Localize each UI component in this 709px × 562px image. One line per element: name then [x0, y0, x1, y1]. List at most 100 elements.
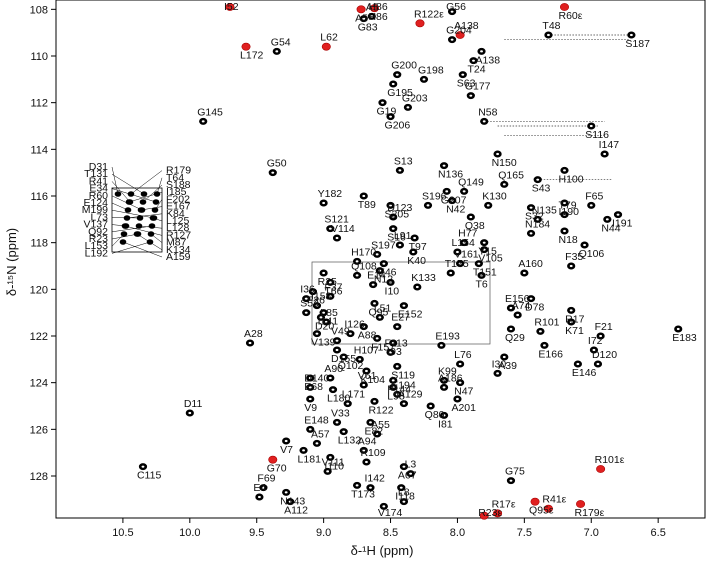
peak-center	[539, 330, 542, 333]
peak-center	[322, 271, 326, 275]
peak-center	[391, 341, 395, 345]
peak-center	[442, 164, 446, 167]
peak-label: G50	[267, 158, 287, 170]
peak-center	[472, 59, 475, 62]
peak-label: A201	[451, 402, 476, 414]
inset-peak-label: L128	[166, 222, 190, 234]
peak-label: I118	[395, 491, 415, 503]
peak-label: S197	[371, 239, 396, 251]
inset-leader-line	[111, 233, 125, 247]
peak-center	[284, 491, 288, 494]
peak-center	[362, 383, 366, 387]
peak-center	[480, 50, 483, 53]
peak-center	[616, 213, 620, 216]
peak-label: A67	[398, 470, 417, 482]
inset-peak-label: I185	[166, 186, 187, 198]
peak-label: L132	[338, 435, 362, 447]
peak-label: F35	[565, 251, 583, 263]
x-tick-label: 8.0	[450, 527, 465, 539]
peak-center	[462, 241, 466, 244]
x-tick-label: 9.5	[249, 527, 264, 539]
x-tick-label: 7.0	[584, 527, 599, 539]
peak-label: A74	[512, 300, 531, 312]
peak-label: Q38	[465, 220, 485, 232]
peak-label: F26	[307, 295, 325, 307]
peak-label: T6	[476, 278, 488, 290]
peak-label: A39	[498, 360, 517, 372]
red-peak	[369, 4, 379, 13]
peak-label: F113	[385, 337, 408, 349]
peak-center	[676, 327, 680, 331]
peak-label: G75	[505, 466, 525, 478]
peak-center	[502, 355, 506, 359]
peak-center	[449, 271, 453, 275]
peak-label: R60ε	[558, 10, 582, 22]
peak-center	[439, 344, 443, 347]
peak-center	[355, 274, 359, 277]
inset-peak-label: E167	[166, 201, 191, 213]
peak-center	[480, 274, 483, 277]
peak-label: I30	[492, 358, 507, 370]
peak-label: E146	[572, 367, 597, 379]
inset-leader-line	[111, 181, 131, 203]
peak-center	[462, 190, 466, 193]
peak-center	[516, 313, 520, 317]
peak-label: L181	[298, 453, 322, 465]
red-peak	[321, 42, 331, 51]
peak-label: R41ε	[542, 494, 566, 506]
peak-label: T24	[468, 64, 486, 76]
peak-center	[482, 241, 486, 244]
inset-leader-line	[111, 225, 153, 233]
peak-label: I72	[588, 335, 603, 347]
peak-center	[450, 10, 454, 13]
peak-label: N136	[438, 169, 463, 181]
peak-label: E194	[391, 379, 416, 391]
peak-label: K130	[482, 190, 507, 202]
inset-peak-label: V137	[83, 219, 108, 231]
peak-center	[605, 218, 609, 221]
inset-peak-label: K134	[166, 244, 191, 256]
inset-peak-label: L153	[85, 240, 109, 252]
peak-label: S187	[625, 38, 650, 50]
peak-center	[302, 449, 305, 452]
peak-center	[355, 260, 359, 263]
x-tick-label: 9.0	[316, 527, 331, 539]
x-tick-label: 8.5	[383, 527, 398, 539]
peak-center	[569, 309, 573, 312]
peak-center	[378, 269, 382, 272]
peak-label: S205	[385, 208, 410, 220]
peak-label: R101	[534, 316, 559, 328]
peak-center	[398, 243, 402, 247]
peak-center	[328, 376, 332, 380]
inset-leader-line	[111, 217, 141, 219]
peak-center	[308, 386, 312, 389]
peak-center	[348, 332, 352, 335]
y-tick-label: 124	[30, 378, 48, 390]
inset-peak-label: L125	[166, 215, 190, 227]
peak-label: E148	[304, 414, 329, 426]
peak-label: A5	[355, 12, 368, 24]
peak-center	[391, 227, 395, 230]
peak-center	[415, 285, 419, 289]
peak-center	[188, 411, 192, 415]
peak-label: R122ε	[414, 8, 444, 20]
peak-label: A186	[438, 372, 463, 384]
red-peak	[455, 31, 465, 39]
peak-center	[563, 201, 566, 205]
peak-label: G200	[391, 60, 417, 72]
red-peak	[241, 42, 251, 51]
peak-label: L76	[454, 349, 472, 361]
inset-peak-label: T64	[166, 172, 184, 184]
peak-label: R179ε	[575, 507, 605, 519]
y-tick-label: 128	[30, 471, 48, 483]
peak-label: L8	[398, 487, 410, 499]
peak-label: S43	[532, 183, 551, 195]
peak-center	[335, 348, 339, 352]
peak-center	[389, 204, 392, 207]
peak-center	[371, 283, 375, 286]
peak-label: L85	[320, 307, 338, 319]
inset-leader-line	[111, 202, 129, 211]
peak-label: G56	[446, 1, 466, 13]
peak-center	[563, 229, 566, 233]
peak-center	[308, 376, 312, 380]
